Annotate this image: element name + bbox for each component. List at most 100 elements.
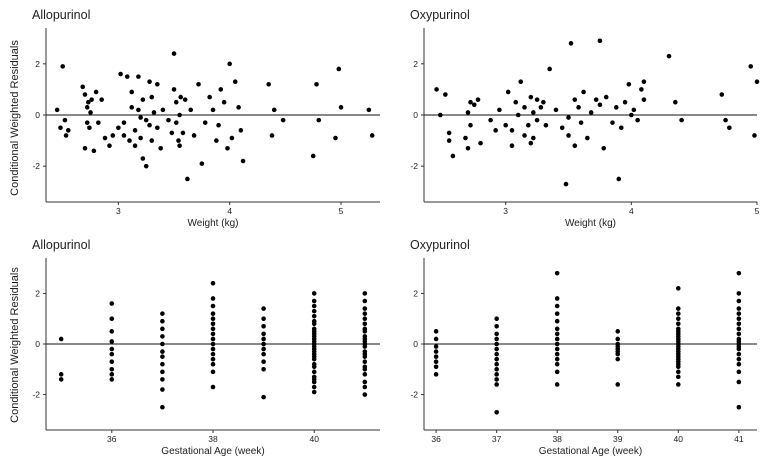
x-tick-label: 3 [503, 206, 508, 216]
data-point [736, 404, 742, 410]
data-point [463, 135, 468, 141]
data-point [82, 145, 88, 151]
data-point [615, 329, 621, 334]
data-point [736, 361, 742, 367]
data-point [554, 303, 560, 309]
data-point [160, 349, 165, 354]
data-point [210, 321, 216, 327]
y-axis-label-bottom: Conditional Weighted Residuals [9, 267, 21, 423]
data-point [311, 364, 317, 370]
data-point [615, 356, 621, 362]
data-point [494, 346, 499, 352]
data-point [271, 107, 277, 113]
data-point [173, 99, 179, 105]
data-point [433, 372, 439, 377]
data-point [443, 92, 448, 97]
data-point [736, 306, 742, 311]
data-point [261, 336, 266, 342]
data-point [581, 89, 586, 95]
data-point [547, 66, 552, 72]
data-point [518, 79, 524, 85]
data-point [218, 87, 224, 92]
data-point [525, 122, 531, 128]
data-point [109, 301, 115, 306]
data-point [615, 382, 621, 387]
data-point [494, 377, 499, 382]
data-point [433, 329, 439, 334]
y-tick-label: -2 [410, 390, 418, 400]
data-point [261, 341, 266, 347]
data-point [336, 66, 342, 72]
data-point [196, 81, 201, 87]
data-point [160, 361, 165, 367]
data-point [107, 143, 112, 149]
data-point [202, 120, 208, 125]
data-point [362, 344, 368, 349]
data-point [311, 291, 317, 296]
data-point [522, 133, 527, 138]
data-point [210, 331, 216, 337]
data-point [261, 394, 266, 400]
data-point [261, 331, 266, 337]
data-point [675, 364, 681, 370]
data-point [261, 359, 266, 365]
data-point [563, 181, 569, 187]
data-point [88, 110, 93, 115]
data-point [727, 125, 732, 131]
data-point [311, 321, 317, 327]
x-tick-label: 39 [613, 434, 623, 444]
panel-1: Allopurinol -2 0 2 3 4 5 Weight (kg) [32, 8, 380, 229]
data-point [736, 346, 742, 352]
data-point [554, 341, 560, 347]
data-point [216, 122, 221, 128]
data-point [736, 321, 742, 327]
x-tick-label: 38 [208, 434, 218, 444]
y-tick-label: -2 [410, 161, 418, 171]
panel-2: Oxypurinol -2 0 2 3 4 5 Weight (kg) [410, 8, 760, 229]
data-point [635, 117, 640, 123]
data-point [210, 346, 216, 352]
data-point [675, 321, 681, 327]
data-point [176, 138, 181, 143]
data-point [597, 38, 603, 44]
data-point [509, 128, 515, 133]
data-point [311, 389, 317, 395]
data-point [109, 329, 115, 334]
data-point [138, 115, 143, 120]
data-point [160, 326, 165, 332]
data-point [140, 97, 146, 102]
data-point [576, 105, 581, 110]
data-point [149, 138, 155, 143]
data-point [109, 316, 115, 322]
data-point [280, 117, 286, 123]
panels: Allopurinol -2 0 2 3 4 5 Weight (kg) Oxypurinol -… [32, 8, 760, 457]
x-axis-label: Gestational Age (week) [161, 446, 264, 457]
data-point [666, 53, 672, 59]
data-point [109, 366, 115, 372]
data-point [362, 311, 368, 316]
data-point [494, 409, 499, 415]
data-point [96, 120, 101, 125]
data-point [58, 125, 63, 131]
data-point [554, 296, 560, 301]
data-point [261, 346, 266, 352]
y-tick-label: 0 [413, 110, 418, 120]
data-point [210, 311, 216, 316]
data-point [509, 143, 515, 149]
data-point [225, 145, 230, 151]
data-point [143, 117, 149, 123]
data-point [554, 270, 560, 276]
data-point [736, 291, 742, 296]
data-point [238, 128, 244, 133]
data-point [210, 296, 216, 301]
data-point [465, 110, 471, 115]
data-point [210, 384, 216, 390]
data-point [494, 331, 499, 337]
data-point [615, 336, 621, 342]
panel-4: Oxypurinol -2 0 2 36 37 38 39 40 41 Gestational Ag… [410, 238, 757, 457]
data-point [173, 120, 179, 125]
data-point [362, 321, 368, 327]
data-point [160, 318, 165, 324]
data-point [554, 351, 560, 357]
data-point [450, 153, 456, 159]
